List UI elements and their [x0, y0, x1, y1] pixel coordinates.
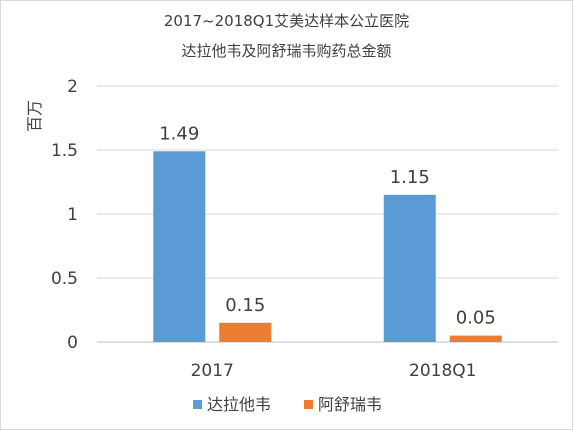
x-axis-categories: 2017 2018Q1	[191, 361, 477, 381]
bar	[449, 335, 502, 342]
legend: 达拉他韦 阿舒瑞韦	[193, 395, 382, 414]
y-tick-label: 0	[67, 333, 78, 353]
chart-title-line-1: 2017~2018Q1艾美达样本公立医院	[163, 12, 410, 30]
y-tick-label: 1.5	[51, 141, 78, 161]
data-label: 0.15	[225, 295, 265, 316]
y-tick-label: 1	[67, 205, 78, 225]
y-tick-label: 2	[67, 77, 78, 97]
data-labels: 1.49 0.15 1.15 0.05	[159, 123, 496, 328]
chart-title-line-2: 达拉他韦及阿舒瑞韦购药总金额	[181, 42, 392, 60]
legend-swatch	[193, 400, 202, 409]
y-axis-unit-label: 百万	[25, 100, 44, 132]
legend-label: 阿舒瑞韦	[318, 395, 382, 414]
y-axis-ticks: 0 0.5 1 1.5 2	[51, 77, 78, 353]
x-category-label: 2018Q1	[409, 361, 476, 381]
data-label: 1.15	[390, 167, 430, 188]
legend-swatch	[304, 400, 313, 409]
data-label: 0.05	[456, 308, 496, 329]
bar	[153, 151, 206, 342]
bar	[219, 322, 272, 342]
bars	[153, 151, 502, 342]
legend-label: 达拉他韦	[207, 395, 271, 414]
x-category-label: 2017	[191, 361, 234, 381]
y-tick-label: 0.5	[51, 269, 78, 289]
bar	[383, 194, 436, 342]
data-label: 1.49	[159, 123, 199, 144]
